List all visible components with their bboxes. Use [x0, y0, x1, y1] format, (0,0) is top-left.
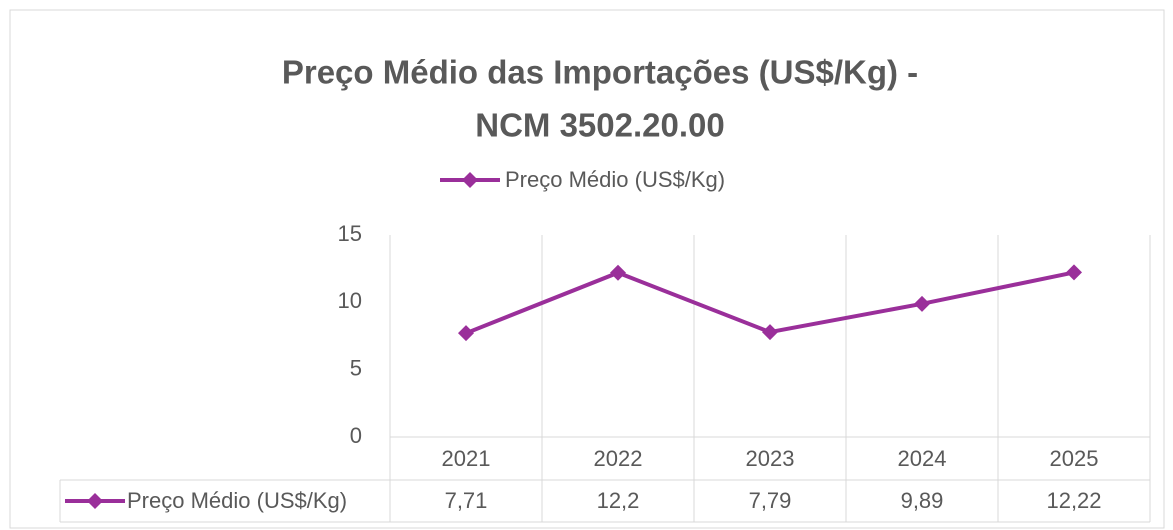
point: [610, 264, 626, 281]
table-value: 12,2: [597, 488, 640, 513]
table-value: 12,22: [1046, 488, 1101, 513]
chart-title: Preço Médio das Importações (US$/Kg) -: [282, 54, 918, 91]
point: [762, 324, 778, 341]
table-key-marker: [87, 493, 103, 509]
legend-label: Preço Médio (US$/Kg): [505, 167, 725, 192]
x-tick-label: 2021: [442, 446, 491, 471]
x-tick-label: 2023: [746, 446, 795, 471]
table-series-label: Preço Médio (US$/Kg): [127, 488, 347, 513]
x-tick-label: 2025: [1050, 446, 1099, 471]
x-tick-label: 2024: [898, 446, 947, 471]
point: [914, 295, 930, 312]
x-tick-label: 2022: [594, 446, 643, 471]
y-tick-label: 0: [350, 423, 362, 448]
table-value: 7,71: [445, 488, 488, 513]
y-tick-label: 10: [338, 288, 362, 313]
chart-title: NCM 3502.20.00: [475, 107, 724, 144]
chart-border: [9, 9, 1165, 529]
table-value: 9,89: [901, 488, 944, 513]
y-tick-label: 5: [350, 355, 362, 380]
point: [1066, 264, 1082, 281]
legend-key-marker: [462, 172, 478, 188]
y-tick-label: 15: [338, 221, 362, 246]
table-value: 7,79: [749, 488, 792, 513]
point: [458, 325, 474, 342]
